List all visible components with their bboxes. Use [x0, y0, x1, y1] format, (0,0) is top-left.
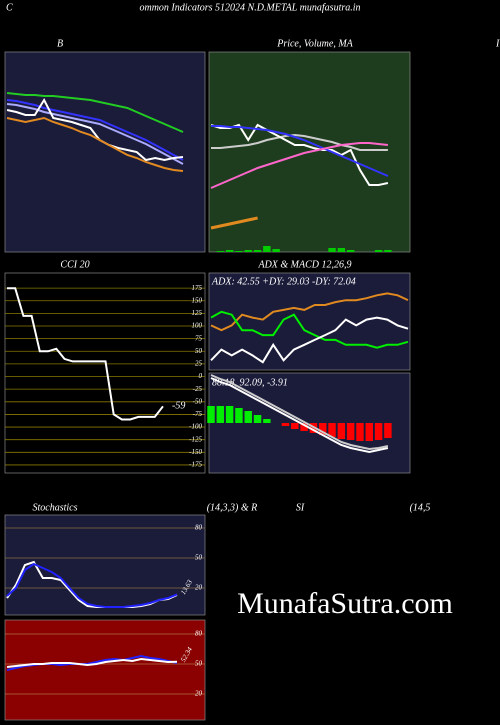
bar [328, 423, 336, 437]
y-tick-label: 125 [192, 309, 203, 317]
bar [365, 423, 374, 441]
bar [337, 248, 346, 252]
line [6, 97, 184, 162]
bar [328, 248, 336, 252]
panel [4, 619, 206, 721]
bar [281, 423, 290, 426]
line [6, 562, 178, 608]
bar [272, 249, 280, 252]
line [6, 657, 178, 668]
y-tick-label: 175 [192, 284, 203, 292]
line [210, 374, 389, 451]
line [7, 287, 164, 421]
line [211, 133, 388, 151]
y-tick-label: 80 [195, 630, 203, 638]
y-tick-label: 20 [195, 690, 203, 698]
panel-subtitle: (14,3,3) & R [207, 502, 258, 513]
panel-title: B [57, 38, 63, 49]
y-tick-label: 50 [195, 347, 203, 355]
line [6, 116, 184, 172]
bar [346, 423, 355, 440]
line [210, 292, 409, 332]
line [6, 103, 184, 165]
bar [225, 250, 234, 252]
y-tick-label: 50 [195, 554, 203, 562]
bar [263, 419, 271, 423]
watermark: MunafaSutra.com [237, 587, 453, 620]
y-tick-label: -75 [193, 410, 203, 418]
panel-title: Stochastics [33, 502, 78, 513]
bar [225, 406, 234, 423]
bar [216, 251, 225, 252]
line [210, 216, 258, 230]
bar [374, 423, 383, 440]
panel [4, 51, 206, 253]
bar [384, 423, 392, 438]
y-tick-label: 50 [195, 660, 203, 668]
y-tick-label: -175 [189, 461, 202, 469]
bar [244, 411, 252, 423]
y-tick-label: 100 [192, 322, 203, 330]
y-tick-label: -25 [193, 385, 203, 393]
bar [291, 423, 299, 429]
bar [337, 423, 346, 439]
panel [208, 272, 411, 371]
bar [300, 423, 308, 431]
y-tick-label: 25 [195, 360, 203, 368]
line [210, 377, 389, 454]
value-label: -59 [172, 401, 185, 412]
y-tick-label: 20 [195, 584, 203, 592]
bar [384, 250, 392, 252]
y-tick-label: -100 [189, 423, 202, 431]
y-tick-label: -50 [193, 397, 203, 405]
bar [253, 250, 262, 252]
header-left: C [6, 2, 13, 13]
bar [319, 423, 327, 435]
panel-title: SI [296, 502, 305, 513]
y-tick-label: -150 [189, 448, 202, 456]
line [210, 310, 409, 349]
bar [253, 415, 262, 423]
y-tick-label: 0 [199, 372, 203, 380]
panel-subtitle: (14,5 [410, 502, 431, 513]
panel-title: CCI 20 [60, 259, 89, 270]
bar [263, 246, 271, 252]
y-tick-label: 80 [195, 524, 203, 532]
bar [244, 250, 252, 252]
y-tick-label: 75 [195, 334, 203, 342]
panel-title: ADX & MACD 12,26,9 [257, 259, 351, 270]
y-tick-label: 150 [192, 296, 203, 304]
line [6, 99, 184, 161]
line [210, 316, 409, 364]
bar [356, 423, 364, 441]
bar [207, 406, 215, 423]
panel [4, 272, 206, 474]
bar [235, 251, 243, 252]
bar [235, 408, 243, 423]
bar [216, 406, 225, 423]
panel-title: Price, Volume, MA [276, 38, 353, 49]
header-right: I [495, 38, 500, 49]
line [211, 125, 389, 177]
y-tick-label: -125 [189, 435, 202, 443]
panel-subtitle: ADX: 42.55 +DY: 29.03 -DY: 72.04 [211, 276, 356, 287]
panel-subtitle: 88.18, 92.09, -3.91 [212, 377, 288, 388]
line [210, 142, 389, 189]
bar [374, 250, 383, 252]
bar [346, 250, 355, 252]
header-title: ommon Indicators 512024 N.D.METAL munafa… [139, 2, 360, 13]
line [6, 92, 184, 133]
